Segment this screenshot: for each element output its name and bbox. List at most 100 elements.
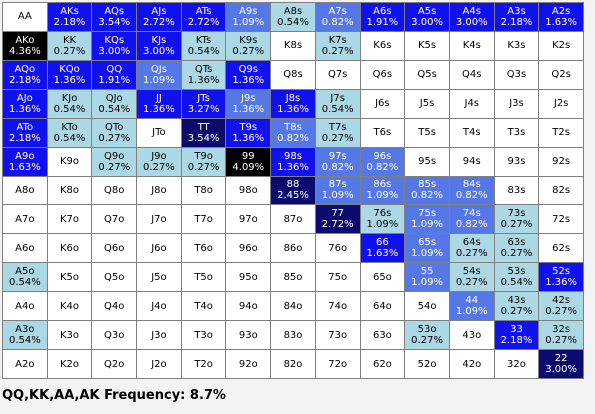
hand-cell-J9s[interactable]: J9s 1.36% [226,89,272,119]
hand-cell-65s[interactable]: 65s 1.09% [405,234,450,264]
hand-cell-Q8s[interactable]: Q8s [271,60,316,90]
hand-cell-J4o[interactable]: J4o [137,292,182,322]
hand-cell-AJo[interactable]: AJo 1.36% [3,89,48,119]
hand-cell-AA[interactable]: AA [3,3,48,32]
hand-cell-JTs[interactable]: JTs 3.27% [181,89,227,119]
hand-cell-A9s[interactable]: A9s 1.09% [226,3,272,32]
hand-cell-J6o[interactable]: J6o [137,234,182,264]
hand-cell-87o[interactable]: 87o [271,205,316,235]
hand-cell-98s[interactable]: 98s 1.36% [271,147,316,177]
hand-cell-52s[interactable]: 52s 1.36% [539,263,584,293]
hand-cell-T6o[interactable]: T6o [181,234,227,264]
hand-cell-J5s[interactable]: J5s [405,89,450,119]
hand-cell-Q9o[interactable]: Q9o 0.27% [92,147,138,177]
hand-cell-K9o[interactable]: K9o [47,147,93,177]
hand-cell-94o[interactable]: 94o [226,292,272,322]
hand-cell-J8o[interactable]: J8o [137,176,182,206]
hand-cell-43s[interactable]: 43s 0.27% [494,292,540,322]
hand-cell-A3o[interactable]: A3o 0.54% [3,321,48,351]
hand-cell-82o[interactable]: 82o [271,350,316,379]
hand-cell-K2s[interactable]: K2s [539,31,584,61]
hand-cell-AJs[interactable]: AJs 2.72% [137,3,182,32]
hand-cell-JTo[interactable]: JTo [137,118,182,148]
hand-cell-T9o[interactable]: T9o 0.27% [181,147,227,177]
hand-cell-T2o[interactable]: T2o [181,350,227,379]
hand-cell-85o[interactable]: 85o [271,263,316,293]
hand-cell-76o[interactable]: 76o [315,234,361,264]
hand-cell-52o[interactable]: 52o [405,350,450,379]
hand-cell-T8o[interactable]: T8o [181,176,227,206]
hand-cell-J5o[interactable]: J5o [137,263,182,293]
hand-cell-KQs[interactable]: KQs 3.00% [92,31,138,61]
hand-cell-T5s[interactable]: T5s [405,118,450,148]
hand-cell-95s[interactable]: 95s [405,147,450,177]
hand-cell-T4o[interactable]: T4o [181,292,227,322]
hand-cell-93o[interactable]: 93o [226,321,272,351]
hand-cell-73s[interactable]: 73s 0.27% [494,205,540,235]
hand-cell-63o[interactable]: 63o [360,321,406,351]
hand-cell-T7o[interactable]: T7o [181,205,227,235]
hand-cell-98o[interactable]: 98o [226,176,272,206]
hand-cell-83o[interactable]: 83o [271,321,316,351]
hand-cell-K4s[interactable]: K4s [449,31,495,61]
hand-cell-95o[interactable]: 95o [226,263,272,293]
hand-cell-K3s[interactable]: K3s [494,31,540,61]
hand-cell-74s[interactable]: 74s 0.82% [449,205,495,235]
hand-cell-96s[interactable]: 96s 0.82% [360,147,406,177]
hand-cell-Q3o[interactable]: Q3o [92,321,138,351]
hand-cell-Q2s[interactable]: Q2s [539,60,584,90]
hand-cell-K6o[interactable]: K6o [47,234,93,264]
hand-cell-JJ[interactable]: JJ 1.36% [137,89,182,119]
hand-cell-64o[interactable]: 64o [360,292,406,322]
hand-cell-J2s[interactable]: J2s [539,89,584,119]
hand-cell-32s[interactable]: 32s 0.27% [539,321,584,351]
hand-cell-53o[interactable]: 53o 0.27% [405,321,450,351]
hand-cell-55[interactable]: 55 1.09% [405,263,450,293]
hand-cell-T3o[interactable]: T3o [181,321,227,351]
hand-cell-J2o[interactable]: J2o [137,350,182,379]
hand-cell-42s[interactable]: 42s 0.27% [539,292,584,322]
hand-cell-Q5o[interactable]: Q5o [92,263,138,293]
hand-cell-Q7o[interactable]: Q7o [92,205,138,235]
hand-cell-33[interactable]: 33 2.18% [494,321,540,351]
hand-cell-AKs[interactable]: AKs 2.18% [47,3,93,32]
hand-cell-93s[interactable]: 93s [494,147,540,177]
hand-cell-KK[interactable]: KK 0.27% [47,31,93,61]
hand-cell-75o[interactable]: 75o [315,263,361,293]
hand-cell-43o[interactable]: 43o [449,321,495,351]
hand-cell-73o[interactable]: 73o [315,321,361,351]
hand-cell-44[interactable]: 44 1.09% [449,292,495,322]
hand-cell-A9o[interactable]: A9o 1.63% [3,147,48,177]
hand-cell-92o[interactable]: 92o [226,350,272,379]
hand-cell-AQo[interactable]: AQo 2.18% [3,60,48,90]
hand-cell-A7s[interactable]: A7s 0.82% [315,3,361,32]
hand-cell-T3s[interactable]: T3s [494,118,540,148]
hand-cell-KTs[interactable]: KTs 0.54% [181,31,227,61]
hand-cell-54s[interactable]: 54s 0.27% [449,263,495,293]
hand-cell-K7o[interactable]: K7o [47,205,93,235]
hand-cell-Q5s[interactable]: Q5s [405,60,450,90]
hand-cell-94s[interactable]: 94s [449,147,495,177]
hand-cell-84s[interactable]: 84s 0.82% [449,176,495,206]
hand-cell-AQs[interactable]: AQs 3.54% [92,3,138,32]
hand-cell-T4s[interactable]: T4s [449,118,495,148]
hand-cell-K9s[interactable]: K9s 0.27% [226,31,272,61]
hand-cell-97o[interactable]: 97o [226,205,272,235]
hand-cell-62s[interactable]: 62s [539,234,584,264]
hand-cell-J8s[interactable]: J8s 1.36% [271,89,316,119]
hand-cell-K8o[interactable]: K8o [47,176,93,206]
hand-cell-A8s[interactable]: A8s 0.54% [271,3,316,32]
hand-cell-Q7s[interactable]: Q7s [315,60,361,90]
hand-cell-QJo[interactable]: QJo 0.54% [92,89,138,119]
hand-cell-A7o[interactable]: A7o [3,205,48,235]
hand-cell-84o[interactable]: 84o [271,292,316,322]
hand-cell-T7s[interactable]: T7s 0.27% [315,118,361,148]
hand-cell-TT[interactable]: TT 3.54% [181,118,227,148]
hand-cell-K8s[interactable]: K8s [271,31,316,61]
hand-cell-62o[interactable]: 62o [360,350,406,379]
hand-cell-K5o[interactable]: K5o [47,263,93,293]
hand-cell-KQo[interactable]: KQo 1.36% [47,60,93,90]
hand-cell-Q2o[interactable]: Q2o [92,350,138,379]
hand-cell-Q3s[interactable]: Q3s [494,60,540,90]
hand-cell-65o[interactable]: 65o [360,263,406,293]
